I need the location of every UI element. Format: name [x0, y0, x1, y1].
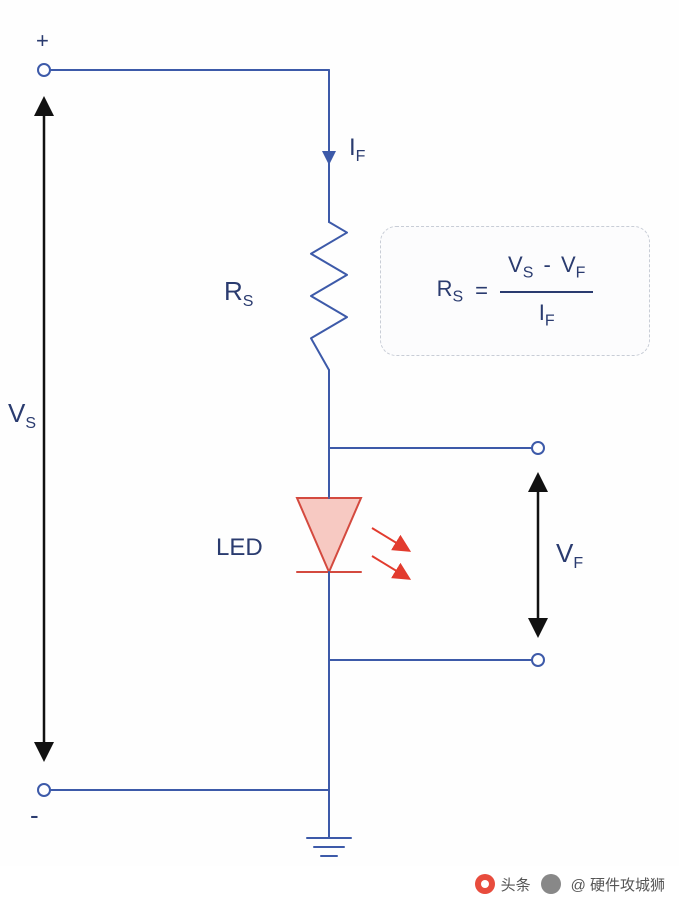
- label-vf-var: V: [556, 538, 573, 568]
- watermark-bar: 头条 @ 硬件攻城狮: [0, 866, 679, 902]
- label-rs: RS: [224, 276, 253, 311]
- formula-num-a-sub: S: [523, 265, 534, 282]
- label-vf-sub: F: [573, 555, 583, 572]
- formula-lhs-sub: S: [452, 288, 463, 305]
- formula-num-b-var: V: [561, 252, 576, 277]
- label-plus: +: [36, 28, 49, 54]
- label-if: IF: [349, 134, 365, 166]
- label-led: LED: [216, 534, 263, 562]
- formula: RS = VS - VF IF: [437, 249, 594, 332]
- avatar-icon: [541, 874, 561, 894]
- formula-box: RS = VS - VF IF: [380, 226, 650, 356]
- watermark-author: @ 硬件攻城狮: [571, 874, 665, 895]
- label-vs: VS: [8, 398, 36, 433]
- formula-fraction: VS - VF IF: [500, 249, 593, 332]
- watermark-left: 头条: [475, 874, 531, 895]
- formula-num-b-sub: F: [576, 265, 586, 282]
- led-light-arrow: [372, 556, 408, 578]
- label-if-var: I: [349, 134, 356, 161]
- schematic-svg: [0, 0, 679, 902]
- formula-eq: =: [475, 278, 488, 304]
- led-light-arrow: [372, 528, 408, 550]
- label-vs-sub: S: [25, 415, 36, 432]
- formula-num-a-var: V: [508, 252, 523, 277]
- formula-numerator: VS - VF: [500, 249, 593, 293]
- label-rs-var: R: [224, 276, 243, 306]
- watermark-brand: 头条: [501, 874, 531, 895]
- label-minus: -: [30, 800, 39, 831]
- formula-denominator: IF: [539, 293, 555, 333]
- formula-den-sub: F: [545, 312, 555, 329]
- label-if-sub: F: [356, 148, 366, 165]
- label-vs-var: V: [8, 398, 25, 428]
- toutiao-icon: [475, 874, 495, 894]
- formula-lhs-var: R: [437, 276, 453, 301]
- label-vf: VF: [556, 538, 583, 573]
- formula-lhs: RS: [437, 276, 464, 306]
- resistor-symbol: [311, 222, 347, 370]
- led-triangle: [297, 498, 361, 572]
- label-rs-sub: S: [243, 293, 254, 310]
- formula-num-op: -: [539, 252, 554, 277]
- circuit-diagram: + - VS IF RS LED VF RS = VS - VF IF: [0, 0, 679, 902]
